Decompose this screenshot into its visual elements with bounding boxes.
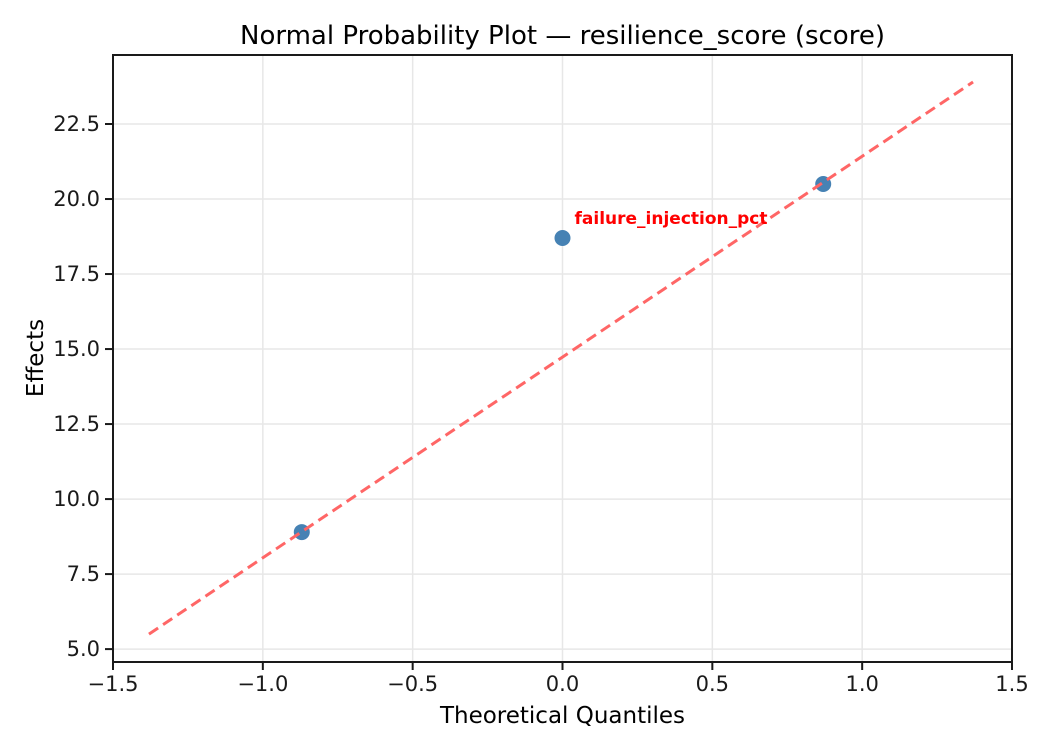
x-tick-label: −1.5 xyxy=(87,672,139,696)
reference-fit-line xyxy=(148,80,974,636)
x-tick-label: −0.5 xyxy=(387,672,439,696)
y-tick-label: 10.0 xyxy=(53,487,100,512)
x-tick-label: 0.0 xyxy=(545,672,580,696)
point-annotation: failure_injection_pct xyxy=(574,209,768,230)
x-tick-label: −1.0 xyxy=(237,672,289,696)
y-tick-label: 12.5 xyxy=(53,412,100,437)
chart-title: Normal Probability Plot — resilience_sco… xyxy=(240,21,885,51)
y-tick-label: 20.0 xyxy=(53,187,100,212)
effects-points-marker xyxy=(554,230,571,247)
x-tick-label: 1.5 xyxy=(995,672,1029,696)
x-tick-label: 1.0 xyxy=(845,672,879,696)
x-tick-label: 0.5 xyxy=(695,672,730,696)
plot-box-spines xyxy=(112,54,1013,663)
y-tick-label: 15.0 xyxy=(53,337,100,362)
x-axis-label: Theoretical Quantiles xyxy=(439,703,686,729)
y-tick-label: 5.0 xyxy=(66,637,100,662)
y-tick-label: 7.5 xyxy=(66,562,100,587)
y-tick-label: 22.5 xyxy=(53,112,100,136)
y-tick-label: 17.5 xyxy=(53,262,100,287)
